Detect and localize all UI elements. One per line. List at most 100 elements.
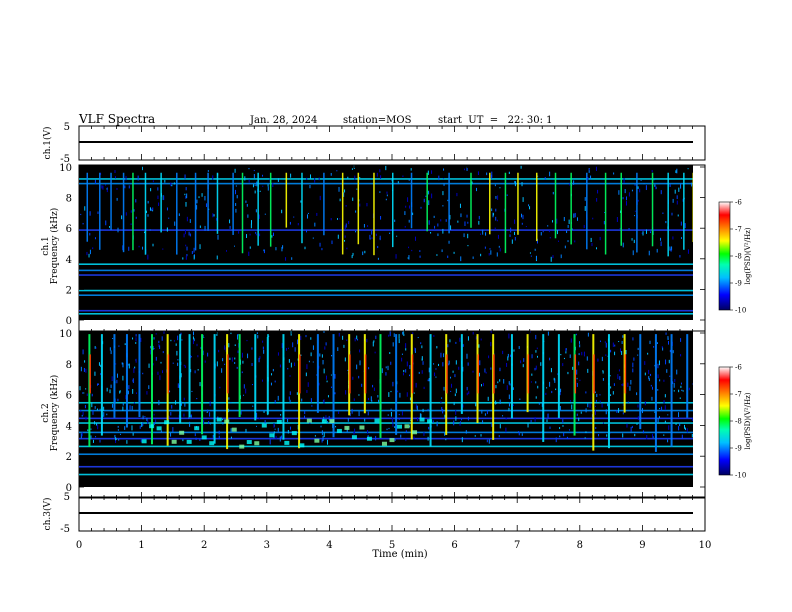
spectral-speckle: [662, 212, 664, 214]
patch-emission: [164, 420, 170, 425]
burst-streak: [654, 334, 657, 452]
spectral-speckle: [642, 231, 644, 236]
spectral-speckle: [606, 434, 608, 437]
spectral-speckle: [462, 404, 464, 408]
spectral-speckle: [218, 349, 220, 353]
spectral-speckle: [129, 405, 131, 411]
spectral-speckle: [336, 170, 338, 172]
spectral-speckle: [289, 399, 291, 404]
spectral-speckle: [321, 430, 323, 436]
spectral-speckle: [183, 413, 185, 417]
spectral-speckle: [405, 369, 407, 373]
spectral-speckle: [607, 403, 609, 407]
spectral-speckle: [95, 436, 97, 438]
spectral-speckle: [527, 422, 529, 428]
spectral-speckle: [672, 350, 674, 354]
spectral-speckle: [522, 364, 524, 368]
spectral-speckle: [330, 172, 332, 176]
spectral-speckle: [668, 359, 670, 364]
spectral-speckle: [481, 409, 483, 414]
spectral-speckle: [633, 357, 635, 361]
spectral-speckle: [678, 426, 680, 431]
spectral-speckle: [375, 435, 377, 441]
spectral-speckle: [131, 425, 133, 431]
spectral-speckle: [657, 418, 659, 423]
spectral-speckle: [359, 177, 361, 179]
spectral-speckle: [616, 217, 618, 222]
spectral-speckle: [613, 172, 615, 175]
spectral-speckle: [571, 228, 573, 230]
spectral-speckle: [305, 334, 307, 338]
spectral-speckle: [634, 210, 636, 212]
spectral-speckle: [292, 342, 294, 348]
spectral-speckle: [180, 401, 182, 406]
spectral-speckle: [565, 348, 567, 351]
spectral-speckle: [667, 439, 669, 443]
spectral-speckle: [560, 388, 562, 393]
spectral-speckle: [348, 221, 350, 225]
spectral-speckle: [372, 384, 374, 388]
spectral-speckle: [246, 339, 248, 342]
spectral-speckle: [661, 346, 663, 349]
spectral-speckle: [194, 370, 196, 374]
spectral-speckle: [450, 225, 452, 231]
spectral-speckle: [567, 224, 569, 228]
spectral-speckle: [536, 347, 538, 350]
spectral-speckle: [476, 187, 478, 192]
spectral-speckle: [338, 186, 340, 192]
spectral-speckle: [546, 419, 548, 423]
spectral-speckle: [204, 225, 206, 231]
spectral-speckle: [616, 410, 618, 413]
spectral-speckle: [202, 350, 204, 356]
spectral-speckle: [387, 365, 389, 371]
time-tick-label: 9: [639, 540, 645, 551]
spectral-speckle: [230, 428, 232, 433]
spectral-speckle: [577, 217, 579, 221]
spectral-speckle: [453, 420, 455, 426]
spectral-speckle: [366, 202, 368, 207]
spectral-speckle: [566, 230, 568, 234]
spectral-speckle: [679, 422, 681, 427]
spectral-speckle: [549, 381, 551, 387]
spectral-speckle: [262, 174, 264, 177]
spectral-speckle: [309, 184, 311, 189]
burst-streak: [379, 334, 382, 438]
spectral-speckle: [162, 351, 164, 354]
spectral-speckle: [122, 402, 124, 406]
patch-emission: [419, 417, 425, 422]
spectral-speckle: [529, 206, 531, 210]
burst-hotspot: [167, 354, 170, 394]
spectral-speckle: [477, 171, 479, 176]
spectral-speckle: [519, 398, 521, 400]
spectral-speckle: [207, 170, 209, 172]
spectral-speckle: [653, 178, 655, 181]
burst-streak: [144, 172, 147, 255]
ch2-colorbar: -6 -7 -8 -9 -10 log(PSD)(V²/Hz): [718, 364, 752, 480]
burst-hotspot: [477, 354, 480, 394]
spectral-speckle: [237, 334, 239, 340]
spectral-speckle: [345, 223, 347, 228]
spectral-speckle: [128, 385, 130, 390]
spectral-speckle: [254, 190, 256, 194]
spectral-speckle: [352, 252, 354, 256]
spectral-speckle: [328, 415, 330, 421]
ch1-colorbar: -6 -7 -8 -9 -10 log(PSD)(V²/Hz): [718, 199, 752, 315]
spectral-speckle: [679, 255, 681, 258]
spectral-speckle: [215, 218, 217, 221]
spectral-speckle: [170, 412, 172, 416]
spectral-speckle: [595, 166, 597, 172]
ch1-colorbar-ticks: -6 -7 -8 -9 -10: [730, 199, 746, 315]
spectral-speckle: [466, 386, 468, 391]
spectral-speckle: [324, 346, 326, 350]
spectral-speckle: [300, 354, 302, 356]
spectral-speckle: [472, 370, 474, 373]
spectral-speckle: [207, 409, 209, 413]
spectral-speckle: [91, 402, 93, 408]
spectral-speckle: [87, 429, 89, 432]
spectral-speckle: [371, 237, 373, 240]
spectral-speckle: [256, 181, 258, 187]
spectral-speckle: [460, 256, 462, 262]
spectral-speckle: [169, 390, 171, 393]
spectral-speckle: [280, 414, 282, 416]
